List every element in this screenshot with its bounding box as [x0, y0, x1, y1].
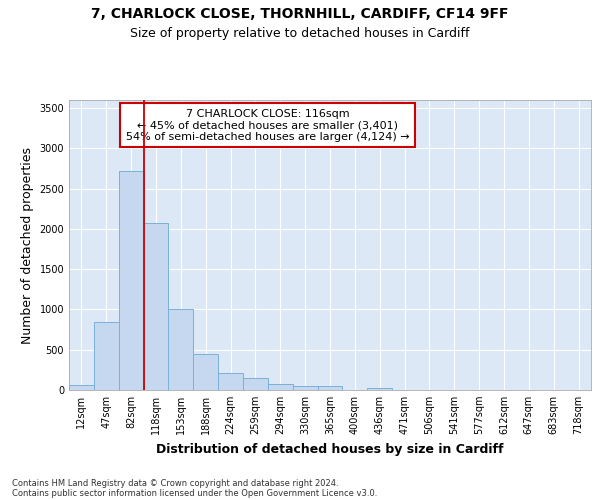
- Bar: [243, 378, 268, 390]
- Y-axis label: Number of detached properties: Number of detached properties: [21, 146, 34, 344]
- Bar: [317, 386, 343, 390]
- Text: 7, CHARLOCK CLOSE, THORNHILL, CARDIFF, CF14 9FF: 7, CHARLOCK CLOSE, THORNHILL, CARDIFF, C…: [91, 8, 509, 22]
- Bar: [119, 171, 143, 390]
- Bar: [143, 224, 169, 390]
- Text: Contains HM Land Registry data © Crown copyright and database right 2024.: Contains HM Land Registry data © Crown c…: [12, 478, 338, 488]
- Bar: [367, 388, 392, 390]
- Text: Size of property relative to detached houses in Cardiff: Size of property relative to detached ho…: [130, 28, 470, 40]
- Text: Contains public sector information licensed under the Open Government Licence v3: Contains public sector information licen…: [12, 488, 377, 498]
- Bar: [169, 308, 193, 390]
- Text: 7 CHARLOCK CLOSE: 116sqm
← 45% of detached houses are smaller (3,401)
54% of sem: 7 CHARLOCK CLOSE: 116sqm ← 45% of detach…: [125, 108, 409, 142]
- Bar: [193, 354, 218, 390]
- Bar: [94, 322, 119, 390]
- Bar: [218, 373, 243, 390]
- X-axis label: Distribution of detached houses by size in Cardiff: Distribution of detached houses by size …: [156, 442, 504, 456]
- Bar: [268, 384, 293, 390]
- Bar: [69, 385, 94, 390]
- Bar: [293, 386, 317, 390]
